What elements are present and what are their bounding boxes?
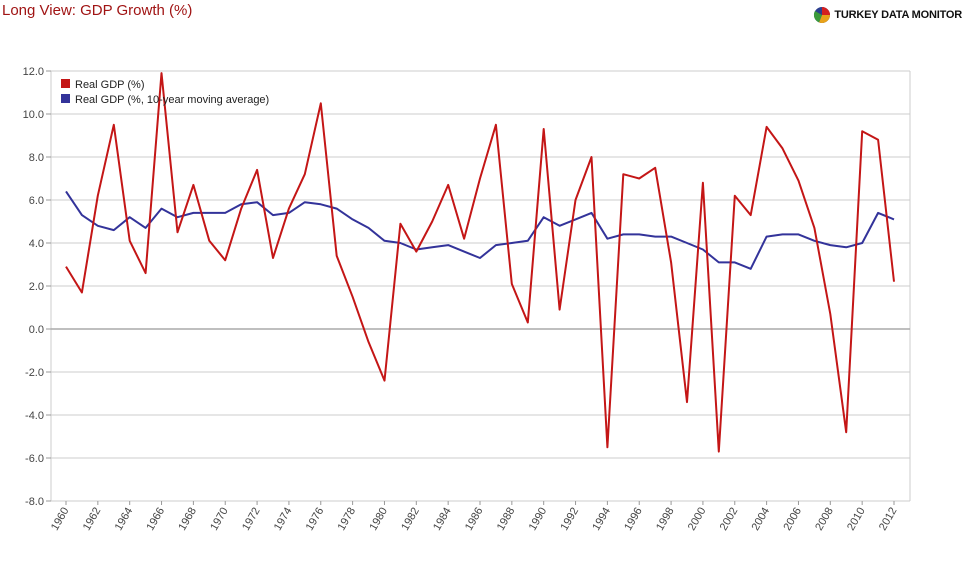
x-tick-label: 2004 [750,506,773,533]
x-tick-label: 1968 [176,506,199,533]
x-tick-label: 1988 [495,506,518,533]
globe-icon [814,7,831,23]
y-tick-label: -2.0 [25,367,44,379]
x-tick-label: 1964 [113,506,136,533]
chart-title: Long View: GDP Growth (%) [2,2,193,19]
y-tick-label: 2.0 [29,281,44,293]
x-tick-label: 2008 [813,506,836,533]
y-tick-label: 0.0 [29,324,44,336]
y-tick-label: -6.0 [25,453,44,465]
legend-label-moving-average: Real GDP (%, 10-year moving average) [75,94,269,106]
x-tick-label: 2010 [845,506,868,533]
x-tick-label: 1994 [590,506,613,533]
y-tick-label: 6.0 [29,195,44,207]
y-tick-label: 12.0 [23,66,44,78]
legend-swatch-real-gdp [61,79,70,88]
y-tick-label: 8.0 [29,152,44,164]
y-tick-label: -4.0 [25,410,44,422]
grid-layer [50,70,911,502]
legend-label-real-gdp: Real GDP (%) [75,79,144,91]
y-tick-label: 4.0 [29,238,44,250]
x-tick-label: 1996 [622,506,645,533]
x-tick-label: 1986 [463,506,486,533]
x-tick-label: 1992 [559,506,582,533]
x-tick-label: 2000 [686,506,709,533]
x-tick-label: 1998 [654,506,677,533]
y-tick-label: -8.0 [25,496,44,508]
y-axis: 12.0 10.0 8.0 6.0 4.0 2.0 0.0 -2.0 -4.0 -6.0 -8.0 [23,66,51,508]
legend: Real GDP (%) Real GDP (%, 10-year moving … [61,79,269,106]
x-tick-label: 1990 [527,506,550,533]
x-tick-label: 1966 [145,506,168,533]
series-line-moving-average [65,190,895,270]
brand-logo: TURKEY DATA MONITOR [813,6,962,24]
x-tick-label: 2006 [781,506,804,533]
series-layer [65,72,895,453]
y-tick-label: 10.0 [23,109,44,121]
x-tick-label: 1974 [272,506,295,533]
x-tick-label: 1962 [81,506,104,533]
x-tick-label: 1982 [399,506,422,533]
x-tick-label: 1970 [208,506,231,533]
x-axis: 1960 1962 1964 1966 1968 1970 1972 1974 1976 1978… [49,501,900,533]
x-tick-label: 2012 [877,506,900,533]
brand-name: TURKEY DATA MONITOR [834,9,962,21]
series-line-real-gdp [65,72,895,453]
x-tick-label: 2002 [718,506,741,533]
legend-swatch-moving-average [61,94,70,103]
x-tick-label: 1978 [336,506,359,533]
x-tick-label: 1980 [367,506,390,533]
x-tick-label: 1984 [431,506,454,533]
x-tick-label: 1960 [49,506,72,533]
x-tick-label: 1972 [240,506,263,533]
x-tick-label: 1976 [304,506,327,533]
